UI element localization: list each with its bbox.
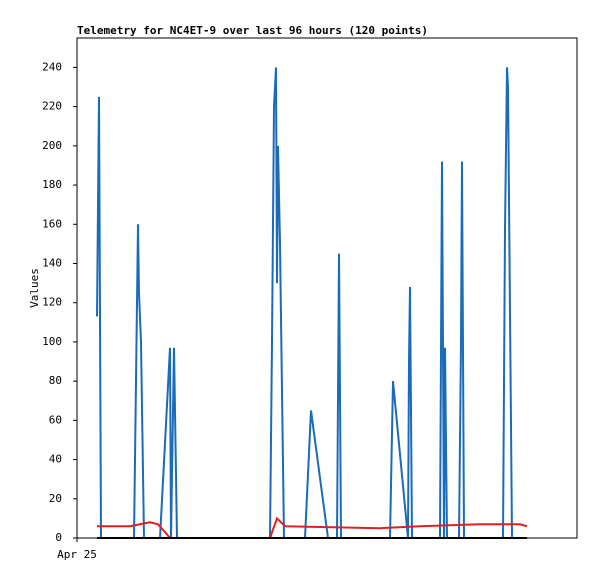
y-tick-label: 120 <box>42 296 62 309</box>
y-tick-label: 80 <box>49 374 62 387</box>
y-tick-label: 180 <box>42 178 62 191</box>
y-axis-label: Values <box>28 268 41 308</box>
y-tick-label: 240 <box>42 60 62 73</box>
chart-title: Telemetry for NC4ET-9 over last 96 hours… <box>77 24 428 37</box>
y-tick-label: 100 <box>42 335 62 348</box>
y-tick-label: 60 <box>49 413 62 426</box>
y-tick-label: 220 <box>42 100 62 113</box>
series-line <box>96 67 527 539</box>
y-tick-label: 40 <box>49 453 62 466</box>
y-tick-label: 0 <box>55 531 62 544</box>
plot-frame <box>76 37 578 539</box>
x-tick-label: Apr 25 <box>57 548 97 561</box>
y-tick-label: 140 <box>42 256 62 269</box>
y-tick-label: 200 <box>42 139 62 152</box>
y-tick-label: 160 <box>42 217 62 230</box>
y-tick-label: 20 <box>49 492 62 505</box>
